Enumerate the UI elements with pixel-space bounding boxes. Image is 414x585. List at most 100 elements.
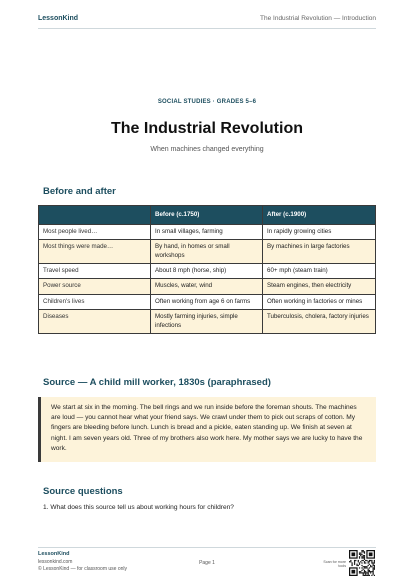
qr-module bbox=[358, 563, 361, 565]
qr-module bbox=[363, 556, 366, 558]
qr-module bbox=[361, 572, 363, 574]
qr-module bbox=[365, 559, 367, 562]
qr-module bbox=[363, 557, 366, 559]
qr-module bbox=[361, 562, 363, 564]
qr-module bbox=[373, 574, 375, 576]
qr-module bbox=[361, 559, 363, 562]
qr-module bbox=[363, 566, 366, 568]
qr-module bbox=[372, 563, 374, 565]
header-cell: After (c.1900) bbox=[262, 205, 376, 225]
header-cell bbox=[38, 205, 151, 225]
qr-module bbox=[362, 554, 364, 557]
qr-module bbox=[367, 574, 369, 576]
qr-module bbox=[372, 567, 374, 569]
qr-module bbox=[350, 561, 352, 563]
qr-module bbox=[368, 574, 371, 576]
qr-module bbox=[356, 563, 358, 565]
qr-module bbox=[372, 571, 374, 573]
qr-module bbox=[361, 569, 363, 572]
qr-module bbox=[360, 572, 362, 574]
qr-module bbox=[366, 572, 368, 574]
qr-module bbox=[351, 563, 353, 565]
qr-module bbox=[367, 573, 369, 575]
qr-module bbox=[368, 561, 371, 563]
table-cell: By hand, in homes or small workshops bbox=[150, 239, 263, 265]
qr-module bbox=[361, 553, 363, 555]
qr-module bbox=[358, 556, 361, 558]
qr-module bbox=[365, 567, 367, 569]
qr-module bbox=[367, 568, 369, 570]
table-cell: Tuberculosis, cholera, factory injuries bbox=[262, 309, 376, 334]
qr-module bbox=[372, 572, 374, 574]
qr-module bbox=[373, 562, 375, 564]
question: 1. What does this source tell us about w… bbox=[43, 504, 234, 511]
qr-module bbox=[358, 557, 361, 559]
qr-module bbox=[367, 571, 369, 573]
qr-module bbox=[366, 567, 368, 569]
qr-module bbox=[367, 572, 369, 574]
qr-module bbox=[358, 571, 361, 573]
qr-module bbox=[371, 574, 373, 576]
qr-module bbox=[368, 571, 371, 573]
qr-module bbox=[362, 566, 364, 568]
qr-module bbox=[358, 553, 361, 555]
qr-module bbox=[362, 559, 364, 562]
title: The Industrial Revolution bbox=[110, 120, 303, 137]
running-head: The Industrial Revolution — Introduction bbox=[260, 15, 376, 22]
footer-brand: LessonKind bbox=[38, 551, 70, 557]
footer-copyright: © LessonKind — for classroom use only bbox=[38, 566, 128, 572]
qr-module bbox=[353, 562, 356, 564]
qr-module bbox=[365, 572, 367, 574]
qr-module bbox=[363, 562, 366, 564]
qr-module bbox=[353, 559, 356, 562]
table-row: Travel speed About 8 mph (horse, ship) 60+… bbox=[38, 263, 376, 280]
row-label: Children's lives bbox=[38, 293, 151, 311]
qr-module bbox=[351, 569, 356, 574]
qr-module bbox=[363, 558, 366, 560]
table-cell: Steam engines, then electricity bbox=[262, 278, 376, 295]
table-cell: Often working from age 6 on farms bbox=[150, 293, 263, 311]
qr-module bbox=[368, 569, 371, 572]
qr-module bbox=[370, 566, 372, 568]
qr-module bbox=[370, 564, 372, 567]
qr-module bbox=[363, 572, 366, 574]
qr-module bbox=[365, 571, 367, 573]
qr-module bbox=[363, 567, 366, 569]
qr-module bbox=[372, 568, 374, 570]
section-heading: Before and after bbox=[43, 186, 116, 197]
kicker: SOCIAL STUDIES · GRADES 5–6 bbox=[157, 99, 257, 105]
qr-module bbox=[368, 567, 371, 569]
subtitle: When machines changed everything bbox=[150, 146, 264, 153]
qr-module bbox=[353, 563, 356, 565]
qr-module bbox=[355, 559, 357, 562]
qr-module bbox=[351, 564, 353, 567]
qr-module bbox=[367, 562, 369, 564]
qr-module bbox=[371, 559, 373, 562]
qr-module bbox=[351, 562, 353, 564]
qr-module bbox=[360, 553, 362, 555]
table-cell: Mostly farming injuries, simple infectio… bbox=[150, 309, 263, 334]
qr-module bbox=[360, 552, 362, 554]
qr-module bbox=[373, 568, 375, 570]
qr-module bbox=[351, 552, 356, 557]
qr-module bbox=[360, 571, 362, 573]
qr-module bbox=[360, 554, 362, 557]
qr-module bbox=[360, 561, 362, 563]
qr-module bbox=[363, 574, 366, 576]
row-label: Travel speed bbox=[38, 263, 151, 280]
qr-module bbox=[357, 561, 359, 563]
qr-module bbox=[349, 561, 351, 563]
footer-url: lessonkind.com bbox=[38, 559, 73, 565]
qr-module bbox=[367, 569, 369, 572]
qr-module bbox=[357, 559, 359, 562]
qr-module bbox=[367, 564, 369, 567]
qr-module bbox=[358, 552, 361, 554]
qr-module bbox=[372, 569, 374, 572]
section-heading: Source — A child mill worker, 1830s (par… bbox=[43, 377, 271, 388]
qr-caption: Scan for more tools bbox=[323, 560, 346, 569]
table-body: Most people lived… In small villages, far… bbox=[38, 223, 376, 334]
qr-module bbox=[373, 567, 375, 569]
qr-module bbox=[350, 559, 352, 562]
qr-module bbox=[361, 567, 363, 569]
qr-module bbox=[362, 551, 364, 553]
